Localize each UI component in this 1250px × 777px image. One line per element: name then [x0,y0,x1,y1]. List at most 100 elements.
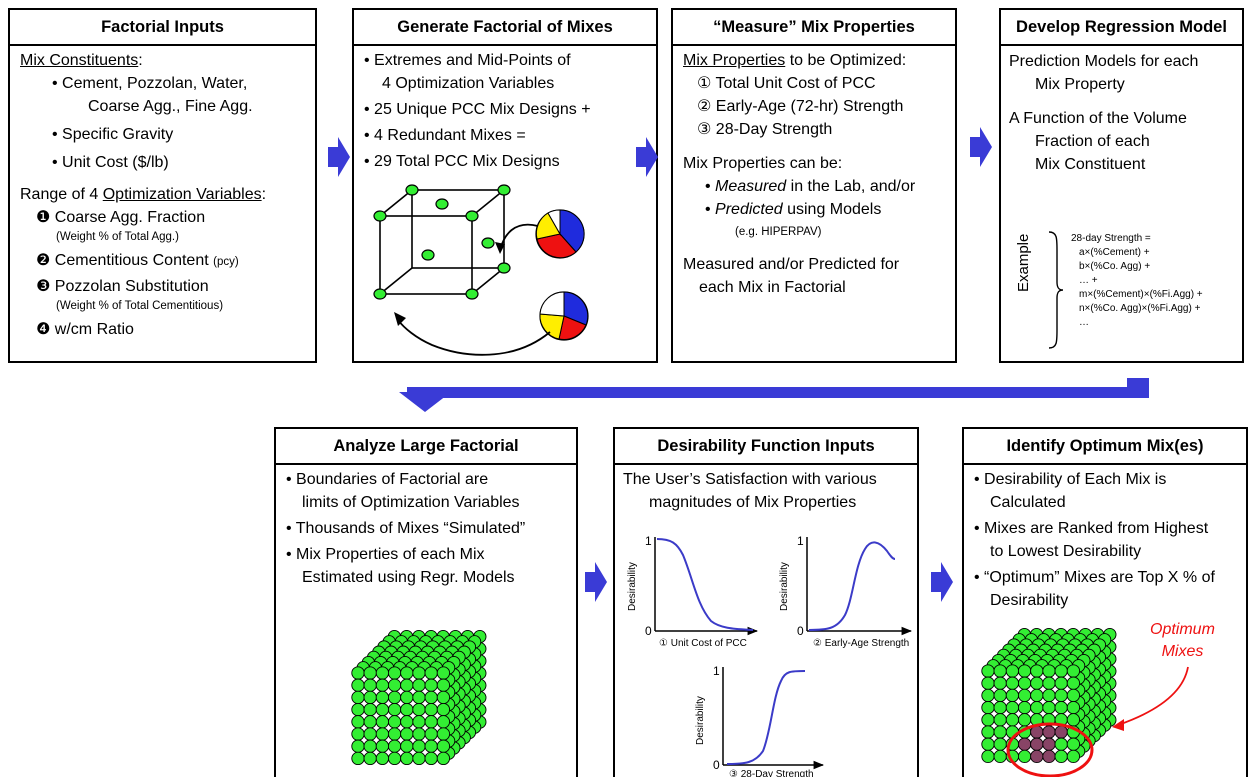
mix-sphere [993,725,1007,739]
mix-sphere [387,751,402,766]
mix-sphere [1042,688,1056,703]
flow-arrow-icon [328,137,350,177]
mix-sphere [1054,676,1068,690]
arrow-shape [636,137,658,177]
mix-sphere [1017,700,1032,715]
mix-sphere [1066,664,1081,678]
box-body: • Boundaries of Factorial are limits of … [276,465,576,589]
paragraph-line: Mix Constituent [1035,156,1146,173]
mix-sphere [400,666,414,680]
constituents-label: Mix Constituents [20,52,139,69]
box-title: Generate Factorial of Mixes [354,10,656,46]
mix-sphere [375,690,390,705]
arrow-shape [328,137,350,177]
mix-point [481,237,495,249]
mix-sphere [375,727,390,741]
number-icon: ② [697,98,712,115]
mix-sphere [424,739,438,753]
intro-line: The User’s Satisfaction with various [623,471,877,488]
factorial-inputs-box: Factorial Inputs Mix Constituents: • Cem… [8,8,317,363]
item-text: Desirability [990,592,1069,609]
mix-sphere [436,751,451,766]
arrow-shape [970,127,992,167]
mix-sphere [412,666,426,680]
y-axis-label: Desirability [695,696,706,745]
property-item: ② Early-Age (72-hr) Strength [679,95,949,118]
list-item: • Cement, Pozzolan, Water, [52,75,248,92]
mix-sphere [412,702,426,717]
mix-point [373,210,387,222]
desirability-charts: 1 0 Desirability ① Unit Cost of PCC 1 0 … [627,534,913,777]
mix-sphere [387,702,402,717]
mix-sphere [1066,749,1081,764]
list-item: • Unit Cost ($/lb) [52,154,169,171]
item-text: Calculated [990,494,1066,511]
box-body: • Extremes and Mid-Points of 4 Optimizat… [354,46,656,173]
closing-line: each Mix in Factorial [699,279,846,296]
mix-sphere [363,678,377,692]
list-item: • Thousands of Mixes “Simulated” [286,520,526,537]
variable-item: ❸ Pozzolan Substitution [16,275,309,298]
variable-item: ❶ Coarse Agg. Fraction [16,206,309,229]
mix-sphere [363,751,377,766]
mix-sphere [981,713,995,727]
list-item: • Measured in the Lab, and/or [705,178,916,195]
y-axis-label: Desirability [779,562,790,611]
colon: : [138,52,143,69]
property-label: Total Unit Cost of PCC [715,75,876,92]
measured-word: Measured [715,178,787,195]
mix-sphere [351,678,365,692]
item-text: to Lowest Desirability [990,543,1142,560]
mix-sphere [375,678,390,692]
box-title: Factorial Inputs [10,10,315,46]
list-item-continued: to Lowest Desirability [970,540,1240,563]
factorial-cube-diagram [373,184,589,356]
mix-sphere [993,749,1007,764]
mix-sphere [436,678,451,692]
desirability-curve [726,670,806,765]
mix-sphere [400,678,414,692]
variable-label: Coarse Agg. Fraction [54,209,206,226]
mix-sphere [436,739,451,753]
mix-sphere [1017,676,1032,690]
item-text: in the Lab, and/or [786,178,916,195]
mix-sphere [1030,688,1044,703]
mix-sphere [424,715,438,729]
mix-sphere [363,702,377,717]
mix-sphere [993,664,1007,678]
mix-sphere [1042,664,1056,678]
mix-sphere [375,739,390,753]
mix-sphere [1042,700,1056,715]
mix-sphere [412,715,426,729]
mix-sphere [981,700,995,715]
desirability-chart-28-day: 1 0 Desirability ③ 28-Day Strength [695,664,825,777]
mix-sphere [412,751,426,766]
mix-sphere [1054,700,1068,715]
mix-sphere [993,700,1007,715]
mix-sphere [1054,749,1068,764]
box-title: “Measure” Mix Properties [673,10,955,46]
mix-sphere [993,676,1007,690]
mix-sphere [412,727,426,741]
number-icon: ❷ [36,252,51,269]
mix-sphere [375,751,390,766]
mix-sphere [1042,676,1056,690]
properties-suffix: to be Optimized: [785,52,907,69]
list-item: • 29 Total PCC Mix Designs [364,153,560,170]
mix-sphere [387,739,402,753]
mix-sphere [1005,688,1020,703]
mix-point [435,198,449,210]
mix-sphere [1066,688,1081,703]
mix-point [421,249,435,261]
regression-equation: 28-day Strength = a×(%Cement) + b×(%Co. … [1071,232,1203,330]
mix-sphere [400,690,414,705]
mix-sphere [387,690,402,705]
mix-sphere [1066,700,1081,715]
mix-sphere [363,690,377,705]
list-item-continued: Estimated using Regr. Models [282,566,570,589]
property-label: Early-Age (72-hr) Strength [715,98,904,115]
desirability-chart-unit-cost: 1 0 Desirability ① Unit Cost of PCC [627,534,759,649]
mix-sphere [1017,749,1032,764]
equation-line: a×(%Cement) + [1079,247,1150,258]
mix-sphere [993,737,1007,751]
